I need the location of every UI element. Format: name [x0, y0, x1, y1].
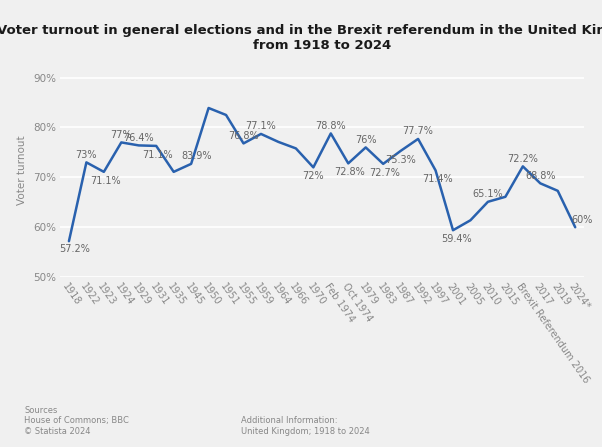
Text: 72.8%: 72.8% [335, 167, 365, 177]
Text: 72%: 72% [303, 171, 324, 181]
Text: 78.8%: 78.8% [315, 121, 346, 131]
Text: 83.9%: 83.9% [181, 152, 212, 161]
Text: 68.8%: 68.8% [525, 171, 556, 181]
Text: 72.2%: 72.2% [507, 154, 538, 164]
Text: 76%: 76% [355, 135, 376, 145]
Title: Voter turnout in general elections and in the Brexit referendum in the United Ki: Voter turnout in general elections and i… [0, 24, 602, 52]
Text: 71.1%: 71.1% [143, 150, 173, 160]
Text: 71.4%: 71.4% [422, 174, 453, 184]
Text: 75.3%: 75.3% [385, 155, 416, 165]
Text: Sources
House of Commons; BBC
© Statista 2024: Sources House of Commons; BBC © Statista… [24, 406, 129, 436]
Text: 77.1%: 77.1% [246, 122, 276, 131]
Text: 60%: 60% [571, 215, 593, 225]
Text: Additional Information:
United Kingdom; 1918 to 2024: Additional Information: United Kingdom; … [241, 417, 370, 436]
Text: 65.1%: 65.1% [473, 190, 503, 199]
Text: 76.4%: 76.4% [123, 133, 154, 143]
Text: 77.7%: 77.7% [403, 127, 433, 136]
Text: 71.1%: 71.1% [90, 176, 121, 186]
Y-axis label: Voter turnout: Voter turnout [17, 135, 28, 205]
Text: 57.2%: 57.2% [59, 244, 90, 254]
Text: 73%: 73% [76, 150, 97, 160]
Text: 77%: 77% [111, 130, 132, 140]
Text: 76.8%: 76.8% [228, 131, 259, 141]
Text: 59.4%: 59.4% [441, 234, 472, 244]
Text: 72.7%: 72.7% [370, 168, 400, 178]
